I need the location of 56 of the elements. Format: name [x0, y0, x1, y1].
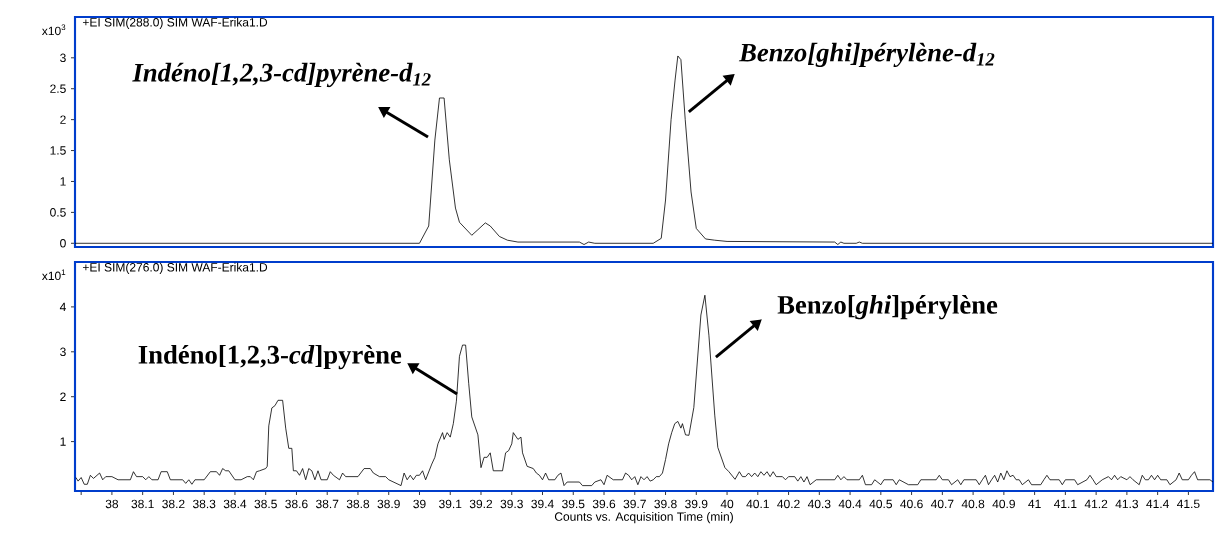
y-tick-label: 3 [60, 347, 66, 357]
y-axis-title: x10$^{3}$ [41, 24, 66, 36]
y-tick-label: 0.5 [50, 208, 66, 217]
annotation: Indéno[1,2,3-cd]pyrène-d$_{12}$ [132, 62, 431, 88]
x-tick-label: 38.5 [254, 499, 277, 509]
x-tick-label: 41.1 [1053, 499, 1077, 508]
x-tick-label: 38.1 [131, 499, 154, 509]
x-tick-label: 41.3 [1115, 499, 1139, 509]
x-tick-label: 39 [413, 499, 426, 509]
x-tick-label: 39.1 [439, 499, 462, 509]
x-tick-label: 38.9 [377, 499, 400, 509]
annotation: Benzo[ghi]pérylène [777, 295, 998, 320]
x-tick-label: 40.2 [777, 499, 800, 509]
y-tick-label: 2.5 [50, 84, 66, 93]
x-tick-label: 38.6 [285, 499, 308, 509]
x-tick-label: 41.2 [1084, 499, 1108, 509]
x-tick-label: 38.2 [162, 499, 185, 509]
x-tick-label: 40.4 [838, 499, 862, 509]
y-tick-label: 1.5 [50, 146, 66, 155]
chart-title: +EI SIM(288.0) SIM WAF-Erika1.D [82, 17, 268, 29]
x-tick-label: 39.4 [531, 499, 554, 509]
x-tick-label: 38.4 [223, 499, 247, 509]
y-tick-label: 1 [60, 177, 66, 186]
x-tick-label: 40.5 [869, 499, 892, 509]
x-tick-label: 40.1 [746, 499, 769, 509]
x-tick-label: 40.6 [900, 499, 923, 509]
chart-title: +EI SIM(276.0) SIM WAF-Erika1.D [82, 262, 268, 274]
x-tick-label: 41.5 [1176, 499, 1200, 509]
x-tick-label: 39.6 [592, 499, 616, 509]
y-tick-label: 3 [60, 53, 66, 63]
y-tick-label: 2 [60, 392, 66, 401]
annotation: Indéno[1,2,3-cd]pyrène [138, 344, 402, 370]
x-tick-label: 40 [720, 499, 734, 509]
x-tick-label: 41.4 [1146, 499, 1169, 508]
y-tick-label: 0 [60, 239, 66, 248]
x-tick-label: 39.3 [500, 499, 523, 509]
x-tick-label: 38.3 [192, 499, 216, 509]
x-axis-title: Counts vs. Acquisition Time (min) [554, 512, 733, 524]
x-tick-label: 38.8 [346, 499, 370, 509]
x-tick-label: 40.9 [992, 499, 1015, 509]
x-tick-label: 40.7 [930, 499, 954, 509]
x-tick-label: 39.2 [469, 499, 493, 509]
x-tick-label: 40.8 [961, 499, 985, 509]
x-tick-label: 39.8 [654, 499, 677, 509]
x-tick-label: 39.5 [562, 499, 585, 509]
x-tick-label: 38.7 [315, 499, 339, 509]
x-tick-label: 39.7 [623, 499, 646, 509]
y-tick-label: 1 [60, 437, 66, 446]
y-axis-title: x10$^{1}$ [41, 269, 66, 281]
annotation: Benzo[ghi]pérylène-d$_{12}$ [738, 42, 995, 68]
x-tick-label: 39.9 [685, 499, 708, 509]
y-tick-label: 2 [60, 115, 66, 124]
x-tick-label: 38 [105, 499, 119, 509]
y-tick-label: 4 [59, 302, 66, 312]
x-tick-label: 40.3 [807, 499, 831, 509]
x-tick-label: 41 [1028, 499, 1041, 508]
